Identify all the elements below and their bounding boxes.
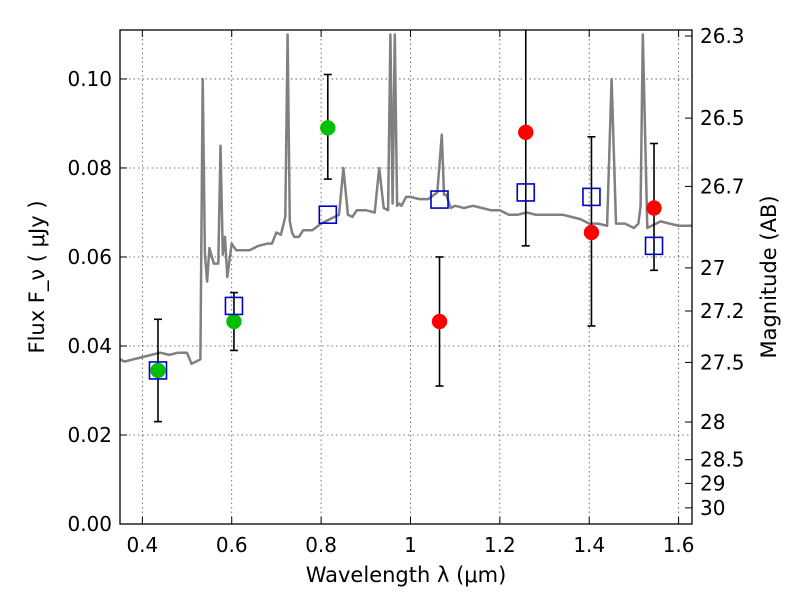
y-axis-label: Flux F_ν ( μJy ) xyxy=(25,200,50,353)
blue-model-square xyxy=(148,361,168,380)
y-tick-label: 0.08 xyxy=(67,156,112,180)
spectrum-layer xyxy=(120,33,692,366)
mag-tick-label: 26.5 xyxy=(700,106,745,130)
blue-model-square xyxy=(430,190,449,209)
x-axis-label: Wavelength λ (μm) xyxy=(306,563,507,587)
plot-frame xyxy=(119,29,693,525)
y2-axis-label: Magnitude (AB) xyxy=(757,195,781,358)
mag-tick-label: 26.3 xyxy=(700,24,745,48)
red-data-point xyxy=(646,200,662,216)
blue-model-square xyxy=(516,183,536,202)
y-tick-label: 0.06 xyxy=(67,245,112,269)
x-tick-label: 0.8 xyxy=(305,533,337,557)
mag-tick-label: 27 xyxy=(700,256,725,280)
x-tick-label: 1.6 xyxy=(663,533,695,557)
blue-model-square xyxy=(582,187,601,207)
mag-tick-label: 26.7 xyxy=(700,174,745,198)
green-data-point xyxy=(150,362,166,379)
red-data-point xyxy=(518,124,534,141)
red-data-point xyxy=(431,313,448,330)
mag-tick-label: 27.2 xyxy=(700,299,745,323)
x-tick-label: 0.4 xyxy=(126,533,158,557)
red-data-point xyxy=(583,224,600,241)
mag-tick-label: 28.5 xyxy=(700,448,745,472)
mag-tick-label: 29 xyxy=(700,471,725,495)
tick-layer xyxy=(120,30,692,525)
x-tick-label: 1 xyxy=(404,533,417,557)
mag-tick-label: 30 xyxy=(700,496,725,520)
mag-tick-label: 27.5 xyxy=(700,350,745,374)
spectrum-line xyxy=(120,33,692,366)
x-tick-label: 0.6 xyxy=(216,533,248,557)
x-tick-label: 1.2 xyxy=(484,533,516,557)
tick-label-layer: 0.4 0.6 0.8 1 1.2 1.4 1.6 0.00 0.02 0.04 0.06 0.08 0… xyxy=(67,24,744,557)
green-data-point xyxy=(320,120,336,136)
blue-model-square xyxy=(318,205,338,224)
y-tick-label: 0.10 xyxy=(67,67,112,91)
mag-tick-label: 28 xyxy=(700,410,725,434)
y-tick-label: 0.00 xyxy=(67,512,112,536)
marker-layer xyxy=(148,120,664,380)
blue-model-square xyxy=(644,236,664,256)
y-tick-label: 0.04 xyxy=(67,334,112,358)
green-data-point xyxy=(226,313,242,330)
blue-model-square xyxy=(224,296,244,316)
x-tick-label: 1.4 xyxy=(573,533,605,557)
y-tick-label: 0.02 xyxy=(67,423,112,447)
error-bar-layer xyxy=(153,30,659,423)
